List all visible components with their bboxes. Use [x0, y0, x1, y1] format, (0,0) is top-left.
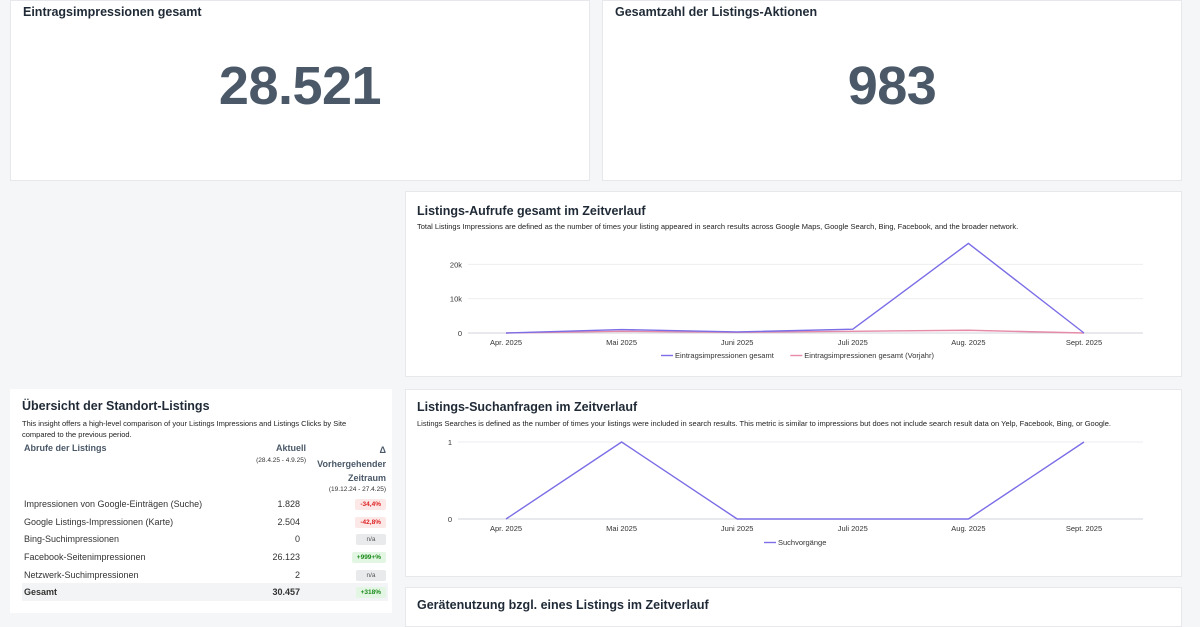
x-tick-label: Mai 2025	[606, 338, 637, 347]
x-tick-label: Sept. 2025	[1066, 524, 1102, 533]
column-header-label: Abrufe der Listings	[24, 443, 107, 453]
row-current-value: 2.504	[277, 516, 300, 527]
kpi-value: 28.521	[218, 56, 382, 116]
row-delta-cell: n/a	[308, 530, 388, 548]
x-tick-label: Aug. 2025	[951, 338, 985, 347]
legend-label: Suchvorgänge	[778, 538, 826, 547]
x-tick-label: Juli 2025	[838, 524, 868, 533]
kpi-card-actions: Gesamtzahl der Listings-Aktionen 983	[602, 0, 1182, 181]
overview-title: Übersicht der Standort-Listings	[22, 399, 210, 413]
row-current-value: 2	[294, 569, 300, 580]
delta-badge: -42,8%	[355, 516, 386, 528]
x-tick-label: Juli 2025	[838, 338, 868, 347]
views-chart-card: Listings-Aufrufe gesamt im Zeitverlauf T…	[405, 191, 1182, 377]
delta-badge: +999+%	[351, 551, 386, 563]
row-label: Google Listings-Impressionen (Karte)	[24, 516, 174, 527]
row-delta-cell: n/a	[308, 566, 388, 584]
kpi-title: Eintragsimpressionen gesamt	[23, 5, 202, 19]
delta-badge: +318%	[355, 587, 386, 599]
delta-badge: -34,4%	[355, 498, 386, 510]
delta-badge: n/a	[356, 534, 386, 546]
legend-label: Eintragsimpressionen gesamt (Vorjahr)	[804, 351, 934, 360]
views-line-chart: 0 10k 20k Apr. 2025 Mai 2025 Juni 2025 Juli 20…	[450, 242, 1143, 360]
row-delta-cell: -42,8%	[308, 513, 388, 531]
table-row: Impressionen von Google-Einträgen (Suche…	[22, 495, 388, 513]
overview-table: Abrufe der Listings Aktuell (28.4.25 - 4…	[22, 443, 388, 602]
delta-badge: n/a	[356, 569, 386, 581]
row-delta-cell: +318%	[308, 583, 388, 602]
previous-label: Vorhergehender Zeitraum	[317, 459, 386, 483]
table-row: Netzwerk-Suchimpressionen 2 n/a	[22, 566, 388, 584]
x-tick-label: Apr. 2025	[490, 524, 522, 533]
y-tick-label: 0	[448, 515, 452, 524]
kpi-value: 983	[847, 56, 937, 116]
table-row: Google Listings-Impressionen (Karte) 2.50…	[22, 513, 388, 531]
row-current-value: 0	[294, 534, 300, 545]
x-tick-label: Juni 2025	[721, 524, 754, 533]
overview-description: This insight offers a high-level compari…	[22, 419, 347, 439]
x-tick-label: Apr. 2025	[490, 338, 522, 347]
current-range: (28.4.25 - 4.9.25)	[256, 457, 306, 464]
legend-label: Eintragsimpressionen gesamt	[675, 351, 775, 360]
overview-card: Übersicht der Standort-Listings This ins…	[10, 389, 392, 613]
series-line	[505, 441, 1085, 520]
chart-title: Gerätenutzung bzgl. eines Listings im Ze…	[417, 598, 709, 612]
chart-description: Listings Searches is defined as the numb…	[417, 419, 1111, 428]
row-current-value: 26.123	[272, 551, 300, 562]
y-tick-label: 0	[458, 329, 462, 338]
row-delta-cell: -34,4%	[308, 495, 388, 513]
table-row: Facebook-Seitenimpressionen 26.123 +999+%	[22, 548, 388, 566]
row-delta-cell: +999+%	[308, 548, 388, 566]
series-line	[505, 329, 1085, 334]
y-tick-label: 1	[448, 438, 452, 447]
overview-table-body: Impressionen von Google-Einträgen (Suche…	[22, 495, 388, 602]
column-header-current: Aktuell (28.4.25 - 4.9.25)	[228, 443, 308, 495]
kpi-card-impressions: Eintragsimpressionen gesamt 28.521	[10, 0, 590, 181]
row-label: Netzwerk-Suchimpressionen	[24, 569, 139, 580]
device-chart-card: Gerätenutzung bzgl. eines Listings im Ze…	[405, 587, 1182, 627]
row-label: Impressionen von Google-Einträgen (Suche…	[24, 498, 203, 509]
chart-title: Listings-Suchanfragen im Zeitverlauf	[417, 400, 638, 414]
x-tick-label: Mai 2025	[606, 524, 637, 533]
chart-title: Listings-Aufrufe gesamt im Zeitverlauf	[417, 204, 646, 218]
searches-chart-card: Listings-Suchanfragen im Zeitverlauf Lis…	[405, 389, 1182, 577]
chart-description: Total Listings Impressions are defined a…	[417, 222, 1019, 231]
row-label: Bing-Suchimpressionen	[24, 534, 120, 545]
x-tick-label: Aug. 2025	[951, 524, 985, 533]
current-label: Aktuell	[275, 443, 306, 453]
previous-range: (19.12.24 - 27.4.25)	[328, 486, 386, 493]
series-line	[505, 242, 1085, 334]
delta-symbol: Δ	[379, 445, 386, 455]
kpi-title: Gesamtzahl der Listings-Aktionen	[615, 5, 818, 19]
searches-line-chart: 0 1 Apr. 2025 Mai 2025 Juni 2025 Juli 2025 Aug…	[448, 438, 1143, 547]
row-current-value: 1.828	[277, 498, 300, 509]
x-tick-label: Sept. 2025	[1066, 338, 1102, 347]
column-header-previous: Δ Vorhergehender Zeitraum (19.12.24 - 27…	[308, 443, 388, 495]
y-tick-label: 20k	[450, 260, 462, 269]
row-label: Gesamt	[22, 583, 228, 602]
y-tick-label: 10k	[450, 295, 462, 304]
row-current-value: 30.457	[228, 583, 308, 602]
table-total-row: Gesamt 30.457 +318%	[22, 583, 388, 602]
row-label: Facebook-Seitenimpressionen	[24, 551, 146, 562]
x-tick-label: Juni 2025	[721, 338, 754, 347]
table-row: Bing-Suchimpressionen 0 n/a	[22, 530, 388, 548]
